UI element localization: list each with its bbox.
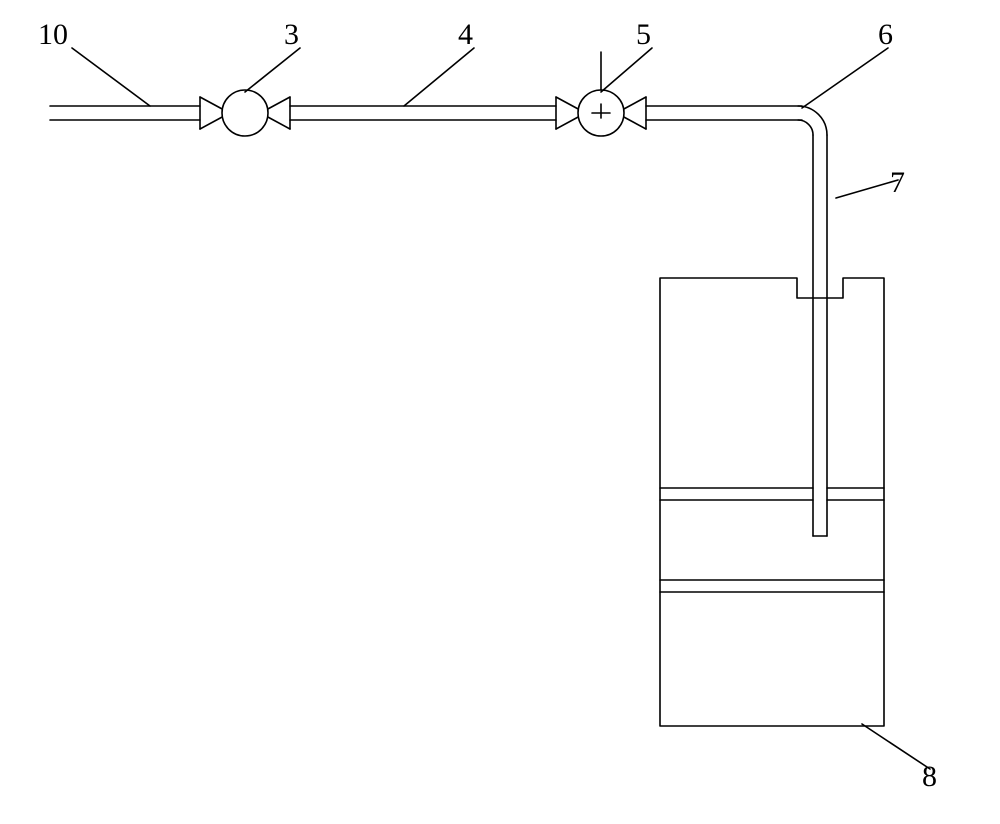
- callout-mid_pipe: 4: [458, 18, 473, 52]
- callout-outlet_join: 6: [878, 18, 893, 52]
- callout-valve_a: 3: [284, 18, 299, 52]
- callout-bend: 7: [890, 166, 905, 200]
- callout-vessel: 8: [922, 760, 937, 794]
- callout-valve_b: 5: [636, 18, 651, 52]
- callout-inlet_pipe: 10: [38, 18, 68, 52]
